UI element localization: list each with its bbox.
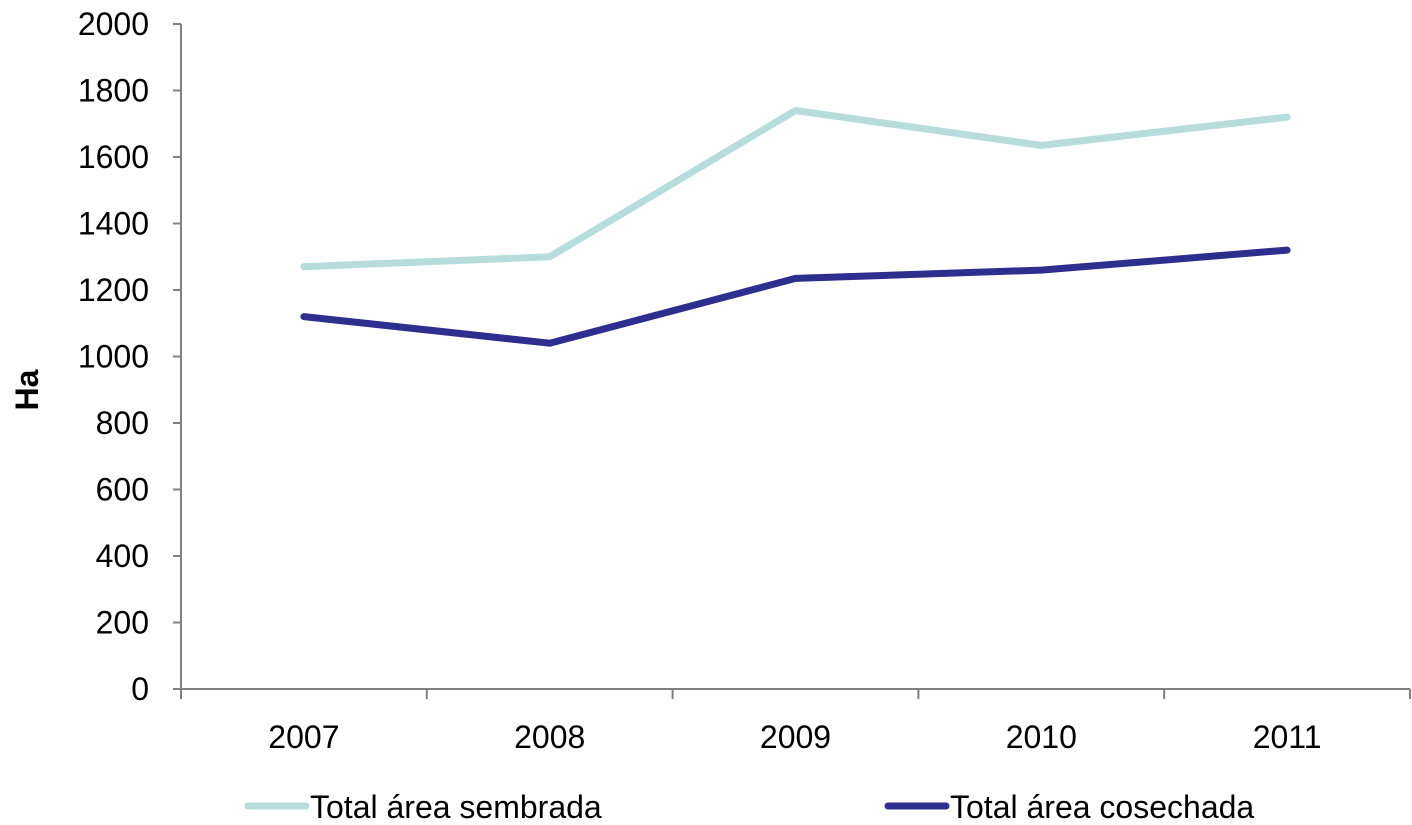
y-tick-label: 1800 xyxy=(78,73,149,109)
x-tick-label: 2007 xyxy=(268,719,339,755)
x-tick-label: 2010 xyxy=(1006,719,1077,755)
y-tick-label: 600 xyxy=(96,472,149,508)
legend: Total área sembrada Total área cosechada xyxy=(244,789,1254,825)
y-tick-label: 0 xyxy=(131,671,149,707)
x-tick-label: 2008 xyxy=(514,719,585,755)
x-tick-label: 2009 xyxy=(760,719,831,755)
x-axis-ticks: 2007 2008 2009 2010 2011 xyxy=(180,689,1411,755)
y-tick-label: 1000 xyxy=(78,339,149,375)
y-tick-label: 2000 xyxy=(78,6,149,42)
y-tick-label: 1600 xyxy=(78,139,149,175)
y-tick-label: 400 xyxy=(96,538,149,574)
y-tick-label: 1400 xyxy=(78,206,149,242)
legend-label-2: Total área cosechada xyxy=(950,789,1254,825)
series-layer xyxy=(300,107,1291,347)
y-axis-title: Ha xyxy=(9,369,45,410)
y-tick-label: 200 xyxy=(96,605,149,641)
series-line-2 xyxy=(300,246,1291,347)
y-axis-ticks: 0 200 400 600 800 1000 1200 1400 1600 1800 2000 xyxy=(78,6,181,707)
legend-label-1: Total área sembrada xyxy=(310,789,602,825)
x-tick-label: 2011 xyxy=(1253,719,1322,755)
y-tick-label: 800 xyxy=(96,405,149,441)
series-line-1 xyxy=(300,107,1291,271)
y-tick-label: 1200 xyxy=(78,272,149,308)
